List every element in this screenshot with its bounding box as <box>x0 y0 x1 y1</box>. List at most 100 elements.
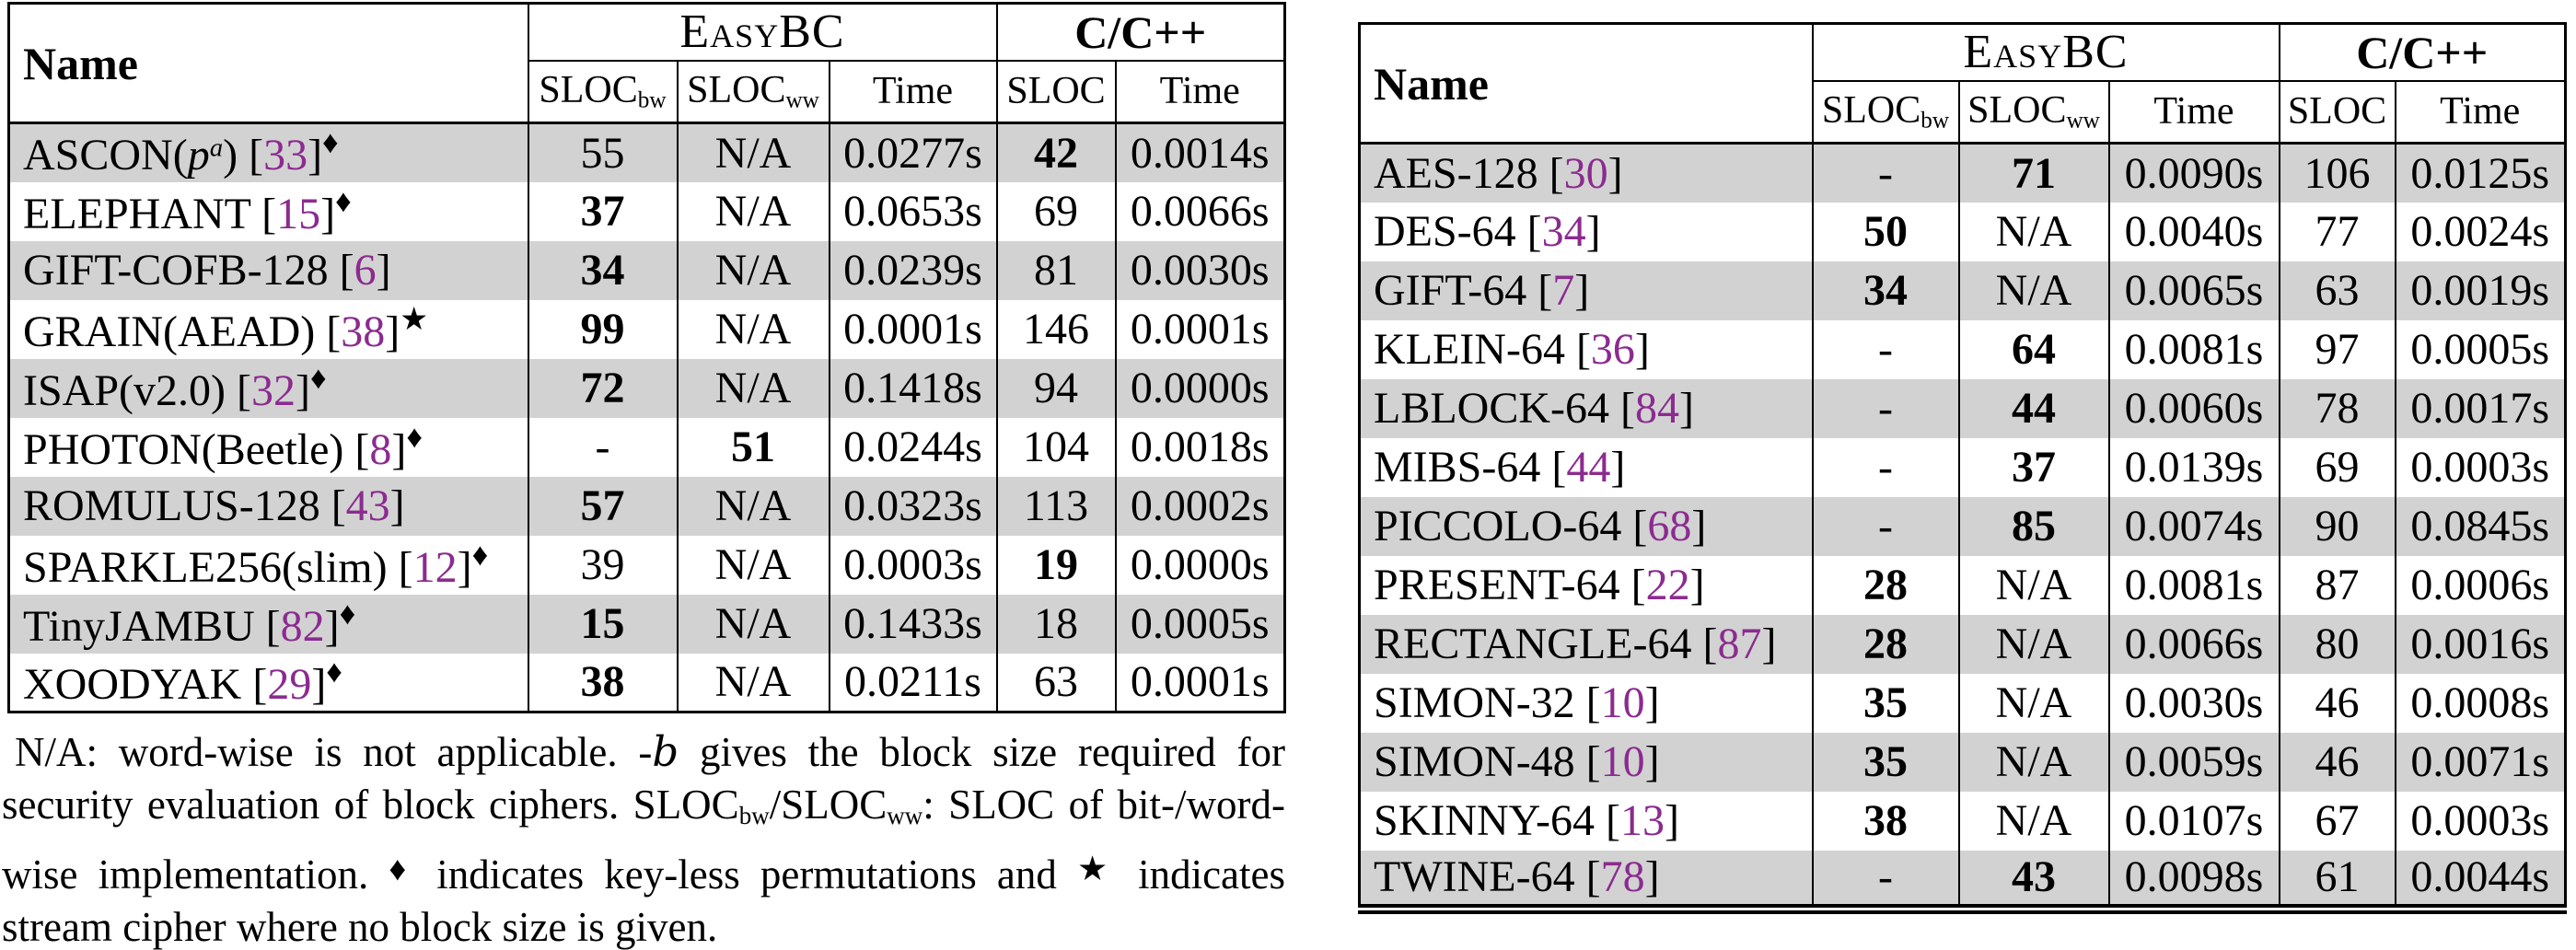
cell-time-easybc: 0.0059s <box>2107 732 2280 792</box>
cell-time-cpp: 0.0002s <box>1114 476 1285 536</box>
citation-link[interactable]: 33 <box>263 131 308 180</box>
col-header-label: SLOC <box>687 69 786 112</box>
cell-sloc-cpp: 146 <box>995 299 1116 359</box>
text-segment: N/A: word-wise is not applicable. - <box>15 729 653 775</box>
cell-time-cpp: 0.0001s <box>1114 299 1285 359</box>
citation-link[interactable]: 32 <box>251 365 296 415</box>
cell-time-easybc: 0.1418s <box>828 358 997 418</box>
cell-sloc-cpp: 19 <box>995 535 1116 595</box>
cell-time-cpp: 0.0030s <box>1114 240 1285 300</box>
table-row: GIFT-64 [7] 34 N/A 0.0065s 63 0.0019s <box>1359 261 2566 320</box>
col-group-cpp: C/C++ <box>2278 23 2566 82</box>
citation-link[interactable]: 10 <box>1600 678 1645 727</box>
cell-time-cpp: 0.0003s <box>2394 791 2566 851</box>
text-segment: ] <box>1644 737 1660 786</box>
citation-link[interactable]: 30 <box>1563 148 1608 198</box>
citation-link[interactable]: 87 <box>1717 620 1762 668</box>
cell-sloc-ww: N/A <box>1957 261 2109 320</box>
cell-sloc-cpp: 42 <box>995 122 1116 182</box>
cell-sloc-cpp: 67 <box>2278 791 2396 851</box>
table-row: PICCOLO-64 [68] -85 0.0074s 90 0.0845s <box>1359 496 2566 556</box>
citation-link[interactable]: 15 <box>276 189 321 238</box>
citation-link[interactable]: 13 <box>1619 796 1665 845</box>
cell-sloc-ww: 85 <box>1957 496 2109 556</box>
cell-sloc-bw: 35 <box>1811 732 1959 792</box>
cell-time-easybc: 0.0107s <box>2107 791 2280 851</box>
table-row: XOODYAK [29]♦ 38 N/A 0.0211s 63 0.0001s <box>9 653 1285 712</box>
cell-sloc-bw: - <box>1811 850 1959 909</box>
citation-link[interactable]: 84 <box>1634 384 1679 433</box>
col-header-time-cpp: Time <box>2394 80 2566 145</box>
cell-time-cpp: 0.0008s <box>2394 673 2566 733</box>
citation-link[interactable]: 68 <box>1647 502 1692 550</box>
text-segment: ] <box>1689 561 1705 609</box>
citation-link[interactable]: 8 <box>369 424 392 474</box>
text-segment: ] <box>389 481 405 530</box>
citation-link[interactable]: 43 <box>345 481 390 530</box>
cell-sloc-bw: 99 <box>527 299 678 359</box>
cell-cipher-name: GRAIN(AEAD) [38]★ <box>9 300 528 359</box>
cell-time-cpp: 0.0071s <box>2394 732 2566 792</box>
cell-sloc-bw: - <box>1811 437 1959 497</box>
citation-link[interactable]: 78 <box>1600 852 1645 902</box>
cell-sloc-bw: 35 <box>1811 673 1959 733</box>
table-row: KLEIN-64 [36] -64 0.0081s 97 0.0005s <box>1360 319 2566 379</box>
citation-link[interactable]: 10 <box>1600 737 1645 786</box>
text-segment: ROMULUS-128 [ <box>23 481 346 530</box>
cell-sloc-ww: N/A <box>1957 202 2109 261</box>
cell-cipher-name: KLEIN-64 [36] <box>1360 320 1813 379</box>
table-body: ASCON(pa) [33]♦ 55 N/A 0.0277s 42 0.0014s ELEP… <box>8 122 1285 712</box>
text-segment: : SLOC of bit-/word-wise implementation. <box>2 782 1285 898</box>
cell-sloc-bw: 15 <box>527 594 678 654</box>
text-segment: ] <box>1664 796 1679 845</box>
citation-link[interactable]: 22 <box>1645 561 1690 609</box>
col-group-cpp: C/C++ <box>995 3 1285 62</box>
text-segment: ] <box>385 307 400 356</box>
text-segment: XOODYAK [ <box>23 659 268 709</box>
citation-link[interactable]: 34 <box>1541 207 1586 256</box>
citation-link[interactable]: 29 <box>267 659 312 709</box>
cell-sloc-ww: N/A <box>676 181 830 241</box>
cell-sloc-ww: N/A <box>676 594 830 654</box>
citation-link[interactable]: 7 <box>1552 266 1575 315</box>
col-header-label: Time <box>2440 90 2521 133</box>
cell-time-easybc: 0.0244s <box>828 417 997 477</box>
cell-time-easybc: 0.0066s <box>2107 614 2280 674</box>
text-segment: AES-128 [ <box>1374 148 1564 198</box>
col-header-sloc-ww: SLOCww <box>676 60 830 124</box>
cell-sloc-bw: 28 <box>1811 614 1959 674</box>
cell-sloc-bw: - <box>1811 378 1959 438</box>
star-icon: ★ <box>400 302 429 338</box>
citation-link[interactable]: 44 <box>1566 443 1611 492</box>
text-segment: gives the block size required for securi… <box>2 729 1285 828</box>
col-header-subscript: bw <box>1920 109 1950 134</box>
col-header-label: SLOC <box>1967 89 2067 133</box>
table-row: PRESENT-64 [22] 28 N/A 0.0081s 87 0.0006s <box>1360 555 2566 615</box>
text-segment: ] <box>1585 207 1601 256</box>
text-segment: a <box>209 133 224 163</box>
cell-sloc-cpp: 81 <box>995 240 1116 300</box>
cell-cipher-name: TinyJAMBU [82]♦ <box>9 595 528 654</box>
cell-time-easybc: 0.0074s <box>2107 496 2280 556</box>
cell-sloc-bw: 28 <box>1811 555 1959 615</box>
text-segment: indicates key-less permutations and <box>416 852 1078 898</box>
cell-time-easybc: 0.0139s <box>2107 437 2280 497</box>
citation-link[interactable]: 12 <box>412 542 458 592</box>
text-segment: ] <box>296 365 310 415</box>
cell-cipher-name: ISAP(v2.0) [32]♦ <box>9 359 528 418</box>
cell-cipher-name: SPARKLE256(slim) [12]♦ <box>9 536 528 595</box>
cell-sloc-cpp: 46 <box>2278 673 2396 733</box>
cell-time-easybc: 0.1433s <box>828 594 997 654</box>
cell-sloc-bw: - <box>527 417 678 477</box>
cell-time-cpp: 0.0066s <box>1114 181 1285 241</box>
citation-link[interactable]: 82 <box>280 601 325 651</box>
text-segment: ] <box>1678 384 1694 433</box>
text-segment: ELEPHANT [ <box>23 189 277 238</box>
text-segment: DES-64 [ <box>1374 207 1542 256</box>
citation-link[interactable]: 36 <box>1590 325 1635 374</box>
cell-time-cpp: 0.0044s <box>2394 850 2566 909</box>
cell-time-cpp: 0.0005s <box>1114 594 1285 654</box>
citation-link[interactable]: 6 <box>354 246 377 295</box>
citation-link[interactable]: 38 <box>341 307 386 356</box>
